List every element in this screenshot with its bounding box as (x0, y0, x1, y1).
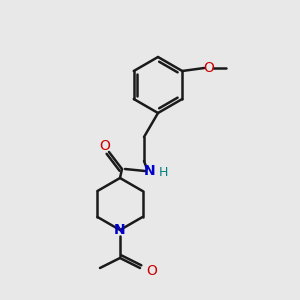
Text: O: O (146, 264, 157, 278)
Text: H: H (159, 166, 168, 178)
Text: N: N (144, 164, 156, 178)
Text: N: N (114, 223, 126, 237)
Text: O: O (203, 61, 214, 75)
Text: O: O (100, 139, 110, 153)
